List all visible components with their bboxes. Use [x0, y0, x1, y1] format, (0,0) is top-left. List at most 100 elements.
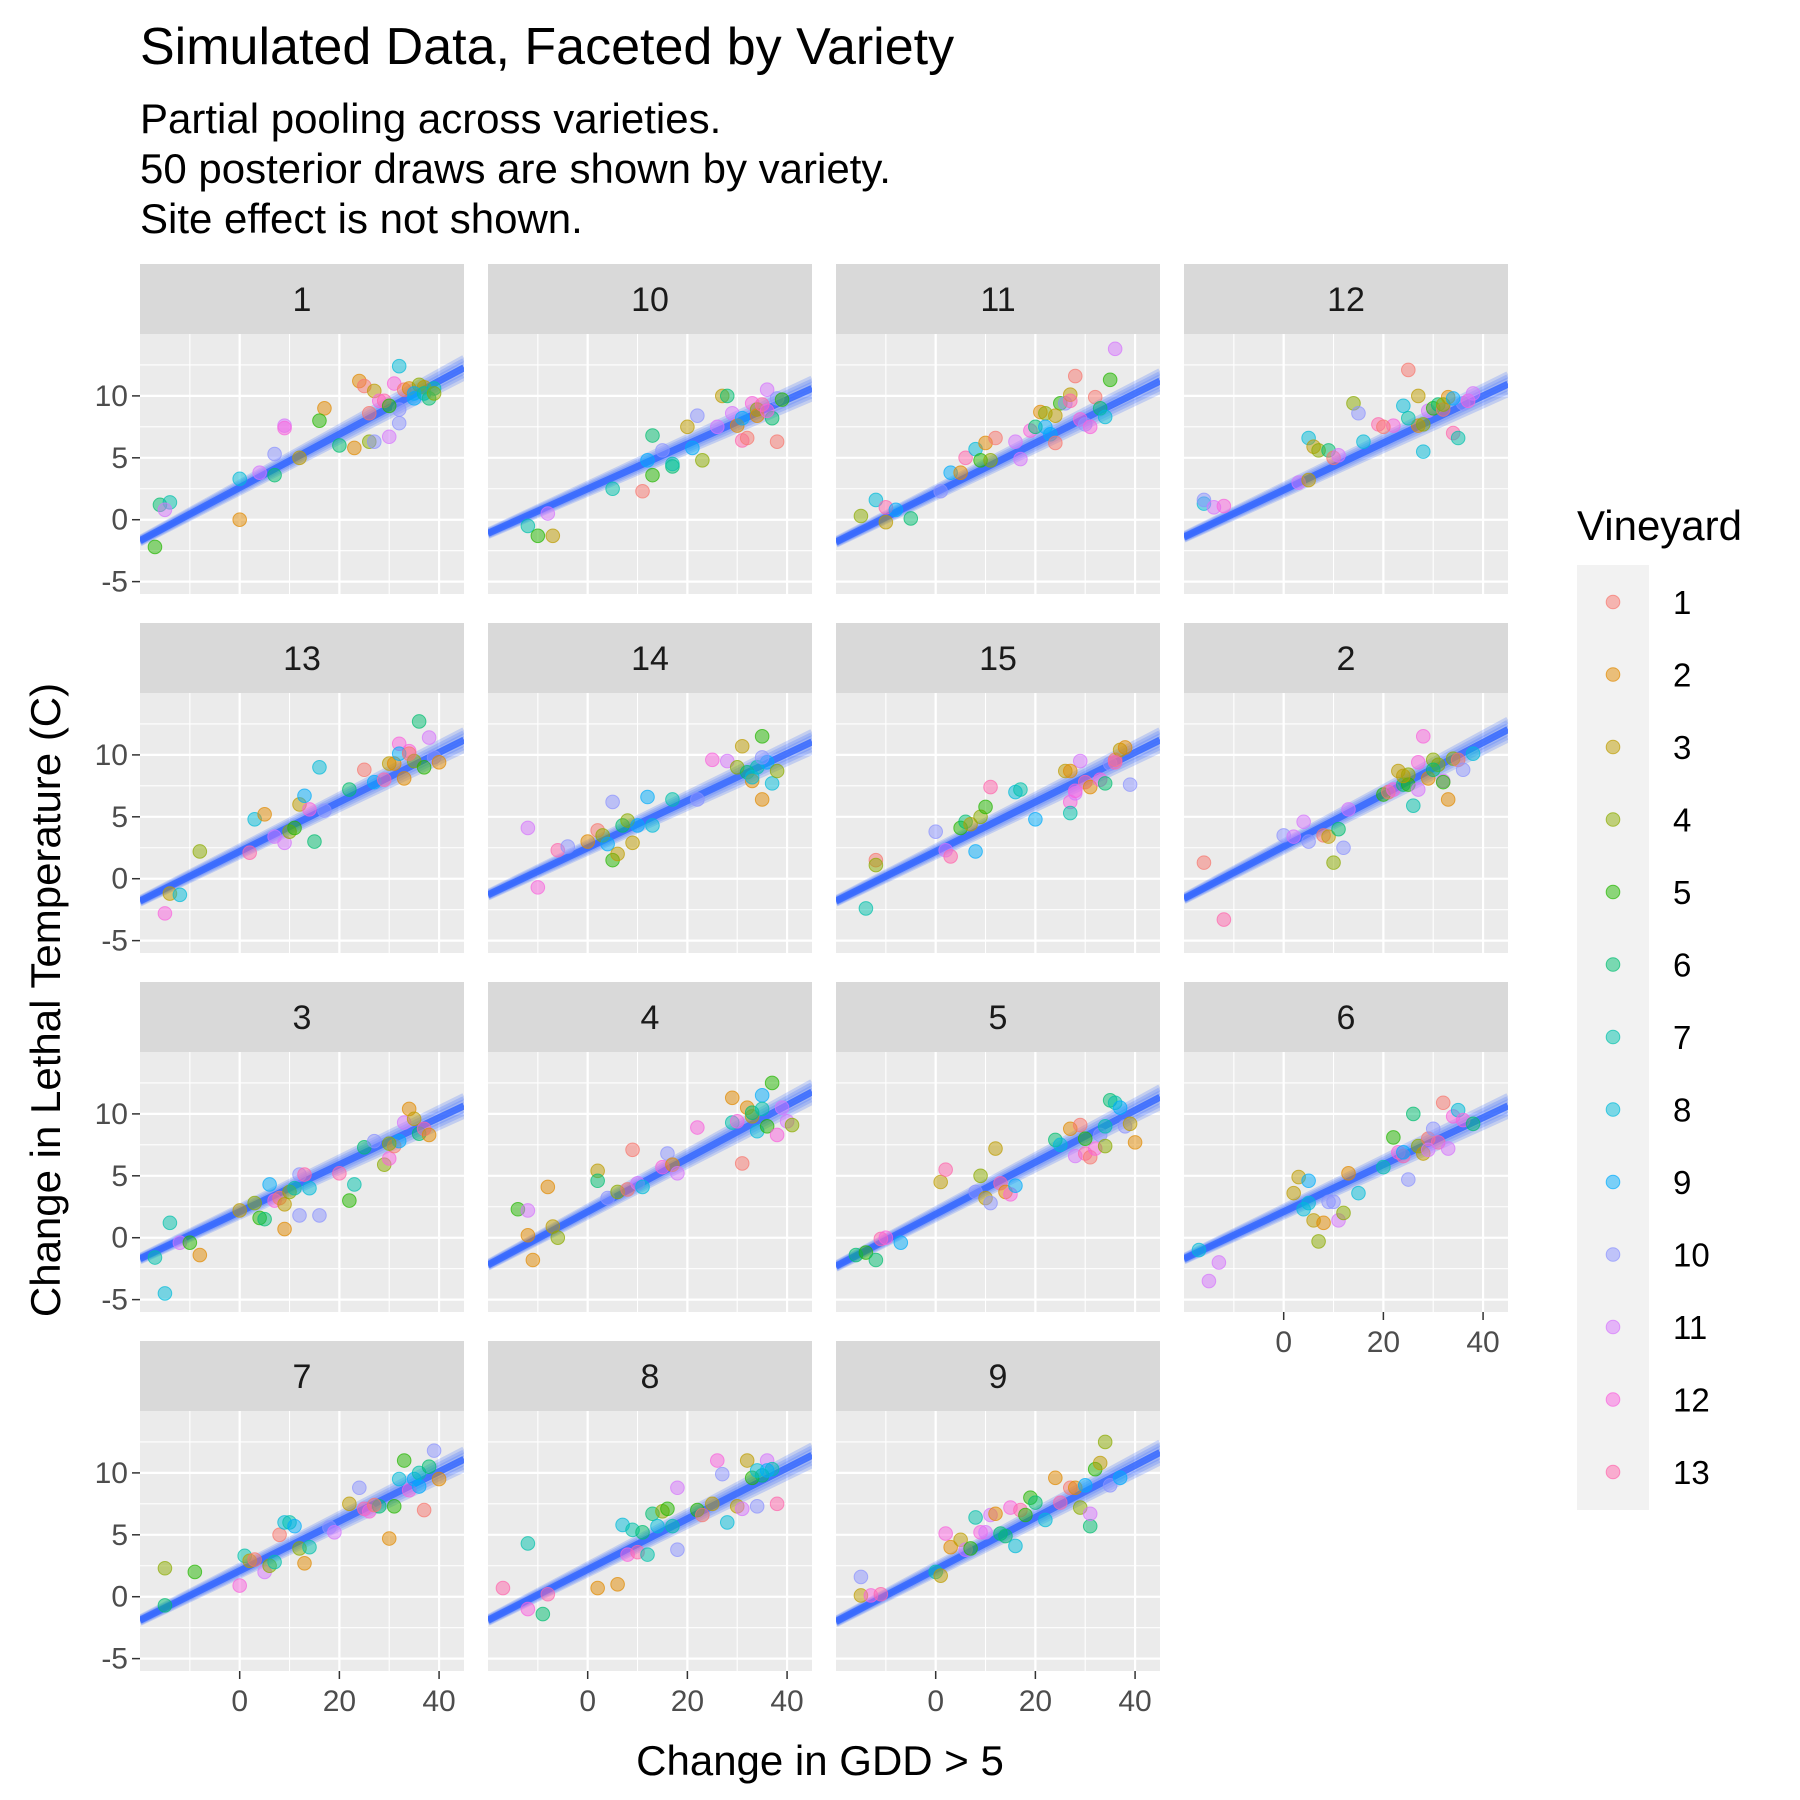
panel-plot-area: -5 0 5 10 0 20 40 [95, 1411, 464, 1718]
data-point [590, 1173, 605, 1189]
data-point [342, 1496, 357, 1512]
data-point [247, 1195, 262, 1211]
data-point [426, 1443, 442, 1458]
legend-key [1605, 1464, 1621, 1480]
data-point [257, 1211, 272, 1227]
legend-label: 12 [1673, 1382, 1710, 1419]
legend-key [1605, 667, 1621, 682]
facet-panel-9: 9 0 20 40 [836, 1341, 1160, 1718]
data-point [938, 1526, 953, 1541]
data-point [277, 420, 292, 436]
data-point [1013, 451, 1028, 467]
data-point [1396, 1144, 1411, 1160]
y-tick-label: -5 [101, 1643, 128, 1676]
legend-item-9: 9 [1605, 1164, 1691, 1201]
data-point [1401, 410, 1416, 426]
data-point [262, 1177, 277, 1192]
data-point [903, 511, 919, 526]
data-point [1296, 814, 1311, 830]
panel-plot-area [1184, 334, 1508, 594]
data-point [943, 849, 958, 864]
data-point [749, 1499, 765, 1514]
legend-key [1605, 1392, 1621, 1407]
data-point [680, 419, 695, 435]
legend-item-13: 13 [1605, 1454, 1710, 1491]
facet-strip [836, 623, 1160, 693]
data-point [705, 752, 720, 768]
legend-key [1605, 957, 1621, 972]
facet-strip-label: 6 [1337, 999, 1356, 1037]
data-point [352, 1480, 367, 1496]
panel-plot-area: 0 20 40 [836, 1411, 1160, 1718]
data-point [600, 836, 615, 852]
data-point [685, 440, 700, 456]
legend-label: 9 [1673, 1164, 1691, 1201]
data-point [232, 471, 247, 487]
data-point [938, 1162, 953, 1177]
data-point [366, 1497, 382, 1513]
data-point [1107, 341, 1123, 357]
panel-plot-area: 0 20 40 [1184, 1052, 1508, 1359]
data-point [391, 415, 407, 431]
data-point [327, 1525, 342, 1540]
data-point [714, 1466, 730, 1482]
panel-plot-area [836, 693, 1160, 953]
data-point [1028, 1495, 1043, 1510]
data-point [1097, 1434, 1113, 1450]
data-point [764, 776, 780, 791]
data-point [1376, 419, 1391, 435]
legend-label: 1 [1673, 584, 1691, 621]
data-point [754, 729, 770, 744]
legend-key [1605, 812, 1621, 827]
data-point [645, 818, 660, 833]
data-point [1127, 1135, 1143, 1150]
facet-strip [836, 1341, 1160, 1411]
data-point [1082, 419, 1098, 435]
panel-plot-area [1184, 693, 1508, 953]
data-point [421, 1459, 437, 1475]
data-point [287, 1518, 302, 1534]
data-point [605, 481, 620, 497]
facet-panel-11: 11 [836, 264, 1160, 594]
data-point [744, 769, 760, 785]
legend-label: 13 [1673, 1454, 1710, 1491]
data-point [1107, 755, 1123, 770]
data-point [1092, 1455, 1108, 1471]
facet-strip [140, 623, 464, 693]
legend-title: Vineyard [1577, 502, 1742, 549]
facet-panels: 1 -5 0 5 10 10 11 12 13 -5 0 5 10 14 15 2 3 -5 0 5 10 4 5 6 0 20 4… [95, 264, 1508, 1718]
data-point [988, 430, 1003, 446]
data-point [520, 1227, 536, 1243]
data-point [1112, 1100, 1128, 1116]
data-point [247, 1552, 262, 1567]
data-point [1062, 805, 1078, 821]
x-tick-label: 40 [422, 1685, 455, 1718]
data-point [396, 771, 412, 786]
data-point [1401, 362, 1416, 378]
data-point [1201, 1273, 1217, 1289]
data-point [1191, 1242, 1207, 1258]
data-point [297, 1167, 312, 1182]
facet-strip [1184, 982, 1508, 1052]
facet-panel-1: 1 -5 0 5 10 [95, 264, 464, 599]
data-point [431, 755, 447, 770]
data-point [381, 1151, 397, 1166]
data-point [162, 1215, 178, 1231]
data-point [332, 438, 347, 453]
data-point [893, 1235, 909, 1250]
data-point [1415, 417, 1431, 432]
data-point [709, 419, 725, 435]
data-point [1321, 829, 1336, 844]
data-point [734, 410, 750, 426]
data-point [1013, 782, 1028, 797]
data-point [1376, 1159, 1391, 1175]
data-point [1286, 829, 1301, 844]
data-point [1122, 1116, 1138, 1132]
data-point [1396, 768, 1411, 784]
facet-panel-13: 13 -5 0 5 10 [95, 623, 464, 958]
data-point [759, 403, 775, 419]
data-point [983, 779, 998, 795]
data-point [953, 465, 968, 480]
data-point [1425, 1121, 1441, 1137]
